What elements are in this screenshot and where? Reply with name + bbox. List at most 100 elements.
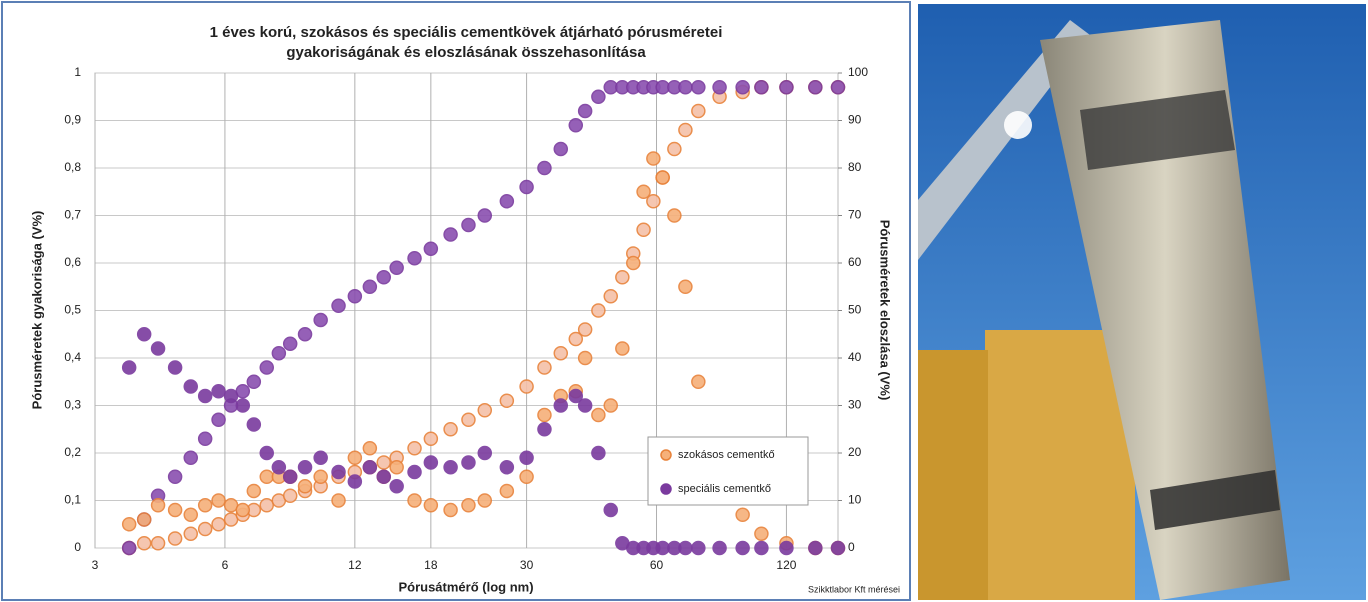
frequency-point: [577, 398, 593, 413]
frequency-point: [271, 460, 287, 475]
frequency-point: [678, 540, 693, 556]
frequency-point: [167, 502, 183, 518]
photo: [918, 4, 1366, 600]
frequency-point: [407, 464, 422, 480]
frequency-point: [667, 208, 682, 223]
frequency-point: [297, 479, 313, 494]
cumulative-point: [808, 80, 823, 95]
cumulative-point: [150, 536, 166, 551]
cumulative-point: [297, 327, 313, 342]
cumulative-point: [519, 179, 534, 195]
cumulative-point: [830, 80, 846, 95]
cumulative-point: [443, 422, 458, 437]
frequency-point: [830, 540, 846, 556]
frequency-point: [519, 450, 534, 465]
cumulative-point: [461, 217, 476, 233]
cumulative-point: [331, 298, 346, 313]
y2-tick-label: 60: [848, 255, 862, 269]
frequency-point: [150, 341, 166, 356]
frequency-point: [591, 407, 606, 423]
cumulative-point: [282, 488, 298, 503]
y2-tick-label: 40: [848, 350, 862, 364]
cumulative-point: [259, 360, 274, 375]
cumulative-point: [667, 141, 682, 157]
cumulative-point: [779, 80, 794, 95]
legend-label: szokásos cementkő: [678, 449, 775, 461]
cumulative-point: [499, 194, 515, 209]
frequency-point: [211, 493, 226, 508]
y-tick-label: 0,1: [64, 493, 81, 507]
cumulative-point: [389, 260, 404, 275]
cumulative-point: [603, 289, 618, 304]
frequency-point: [246, 483, 262, 499]
frequency-point: [389, 460, 404, 475]
frequency-point: [519, 469, 534, 484]
frequency-point: [183, 507, 198, 522]
y2-tick-label: 80: [848, 160, 862, 174]
cumulative-point: [712, 80, 727, 95]
cumulative-point: [443, 227, 458, 242]
x-tick-label: 120: [776, 558, 796, 572]
frequency-point: [443, 502, 458, 518]
cumulative-point: [407, 441, 422, 456]
frequency-point: [259, 469, 274, 484]
frequency-point: [636, 184, 651, 199]
cumulative-point: [121, 540, 137, 556]
cumulative-point: [519, 379, 534, 394]
frequency-point: [223, 388, 239, 404]
frequency-point: [577, 350, 593, 366]
frequency-point: [808, 540, 823, 556]
cumulative-point: [691, 80, 706, 95]
cumulative-point: [636, 222, 651, 237]
cumulative-point: [183, 526, 198, 541]
y2-tick-label: 0: [848, 540, 855, 554]
y-tick-label: 1: [74, 65, 81, 79]
frequency-point: [691, 374, 706, 389]
frequency-point: [477, 445, 493, 461]
y2-axis-label: Pórusméretek eloszlása (V%): [878, 220, 893, 401]
cumulative-point: [537, 160, 552, 176]
y2-tick-label: 70: [848, 208, 862, 222]
frequency-point: [754, 540, 769, 556]
frequency-point: [297, 460, 313, 475]
x-tick-label: 18: [424, 558, 438, 572]
y-tick-label: 0,7: [64, 208, 81, 222]
frequency-point: [246, 417, 262, 432]
frequency-point: [150, 498, 166, 513]
y-axis-label: Pórusméretek gyakorisága (V%): [29, 211, 44, 410]
frequency-point: [197, 388, 213, 404]
cumulative-point: [577, 322, 593, 337]
cumulative-point: [183, 450, 198, 465]
frequency-point: [537, 422, 552, 437]
chart-subtitle: gyakoriságának és eloszlásának összehaso…: [286, 44, 646, 61]
cumulative-point: [211, 412, 226, 427]
cumulative-point: [246, 374, 262, 389]
cumulative-point: [347, 289, 363, 304]
frequency-point: [553, 398, 569, 413]
x-tick-label: 6: [222, 558, 229, 572]
frequency-point: [568, 388, 584, 404]
frequency-point: [121, 360, 137, 375]
cumulative-point: [259, 498, 274, 513]
frequency-point: [259, 445, 274, 461]
frequency-point: [423, 498, 439, 513]
frequency-point: [331, 464, 346, 480]
cumulative-point: [167, 531, 183, 546]
frequency-point: [735, 540, 750, 556]
frequency-point: [235, 502, 251, 518]
cumulative-point: [197, 521, 213, 537]
cumulative-point: [477, 208, 493, 223]
x-tick-label: 60: [650, 558, 664, 572]
cumulative-point: [407, 251, 422, 266]
cumulative-point: [568, 118, 584, 133]
cumulative-point: [499, 393, 515, 408]
cumulative-point: [197, 431, 213, 446]
cumulative-point: [646, 194, 661, 209]
frequency-point: [779, 540, 794, 556]
legend-label: speciális cementkő: [678, 483, 771, 495]
cumulative-point: [313, 312, 328, 328]
cumulative-point: [423, 241, 439, 256]
frequency-point: [136, 512, 152, 527]
frequency-point: [499, 460, 515, 475]
